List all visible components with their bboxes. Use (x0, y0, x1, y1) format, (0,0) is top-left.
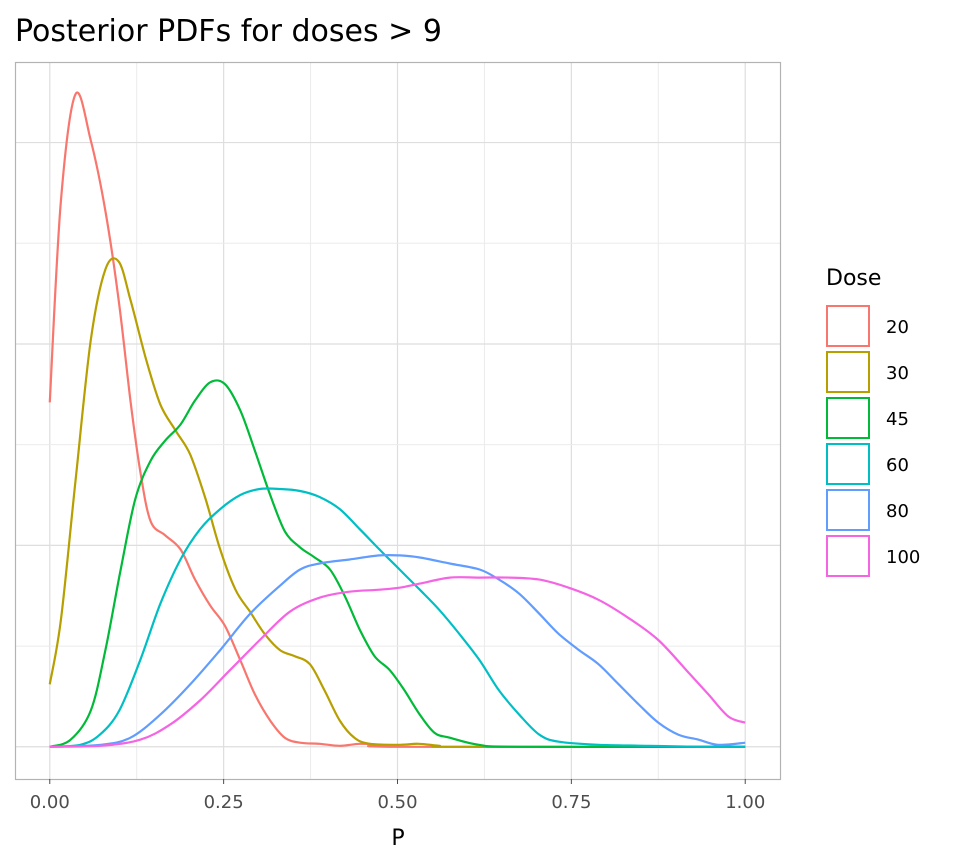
legend-label-dose-45: 45 (886, 409, 909, 430)
chart-title: Posterior PDFs for doses > 9 (15, 14, 442, 49)
x-tick-label: 0.25 (204, 792, 244, 813)
x-tick-label: 0.75 (551, 792, 591, 813)
legend-label-dose-20: 20 (886, 317, 909, 338)
grid (15, 62, 780, 779)
legend: Dose 20 30 45 60 80 100 (826, 266, 920, 577)
series-line-dose-80 (49, 553, 746, 748)
x-tick-label: 0.50 (377, 792, 417, 813)
series-lines (48, 91, 746, 749)
series-line-dose-100 (49, 576, 746, 748)
series-line-dose-45 (49, 379, 746, 749)
legend-key-dose-20 (826, 305, 870, 347)
legend-key-dose-60 (826, 443, 870, 485)
legend-label-dose-80: 80 (886, 501, 909, 522)
legend-title: Dose (826, 266, 881, 291)
legend-key-dose-80 (826, 489, 870, 531)
legend-label-dose-30: 30 (886, 363, 909, 384)
series-line-dose-60 (49, 487, 746, 748)
x-axis-label: P (391, 826, 404, 851)
series-line-dose-20 (48, 91, 746, 749)
legend-label-dose-100: 100 (886, 547, 920, 568)
x-tick-label: 0.00 (30, 792, 70, 813)
legend-key-dose-45 (826, 397, 870, 439)
legend-key-dose-100 (826, 535, 870, 577)
series-line-dose-30 (48, 257, 746, 748)
legend-label-dose-60: 60 (886, 455, 909, 476)
x-tick-label: 1.00 (725, 792, 765, 813)
legend-key-dose-30 (826, 351, 870, 393)
x-axis: 0.00 0.25 0.50 0.75 1.00 (30, 779, 765, 813)
